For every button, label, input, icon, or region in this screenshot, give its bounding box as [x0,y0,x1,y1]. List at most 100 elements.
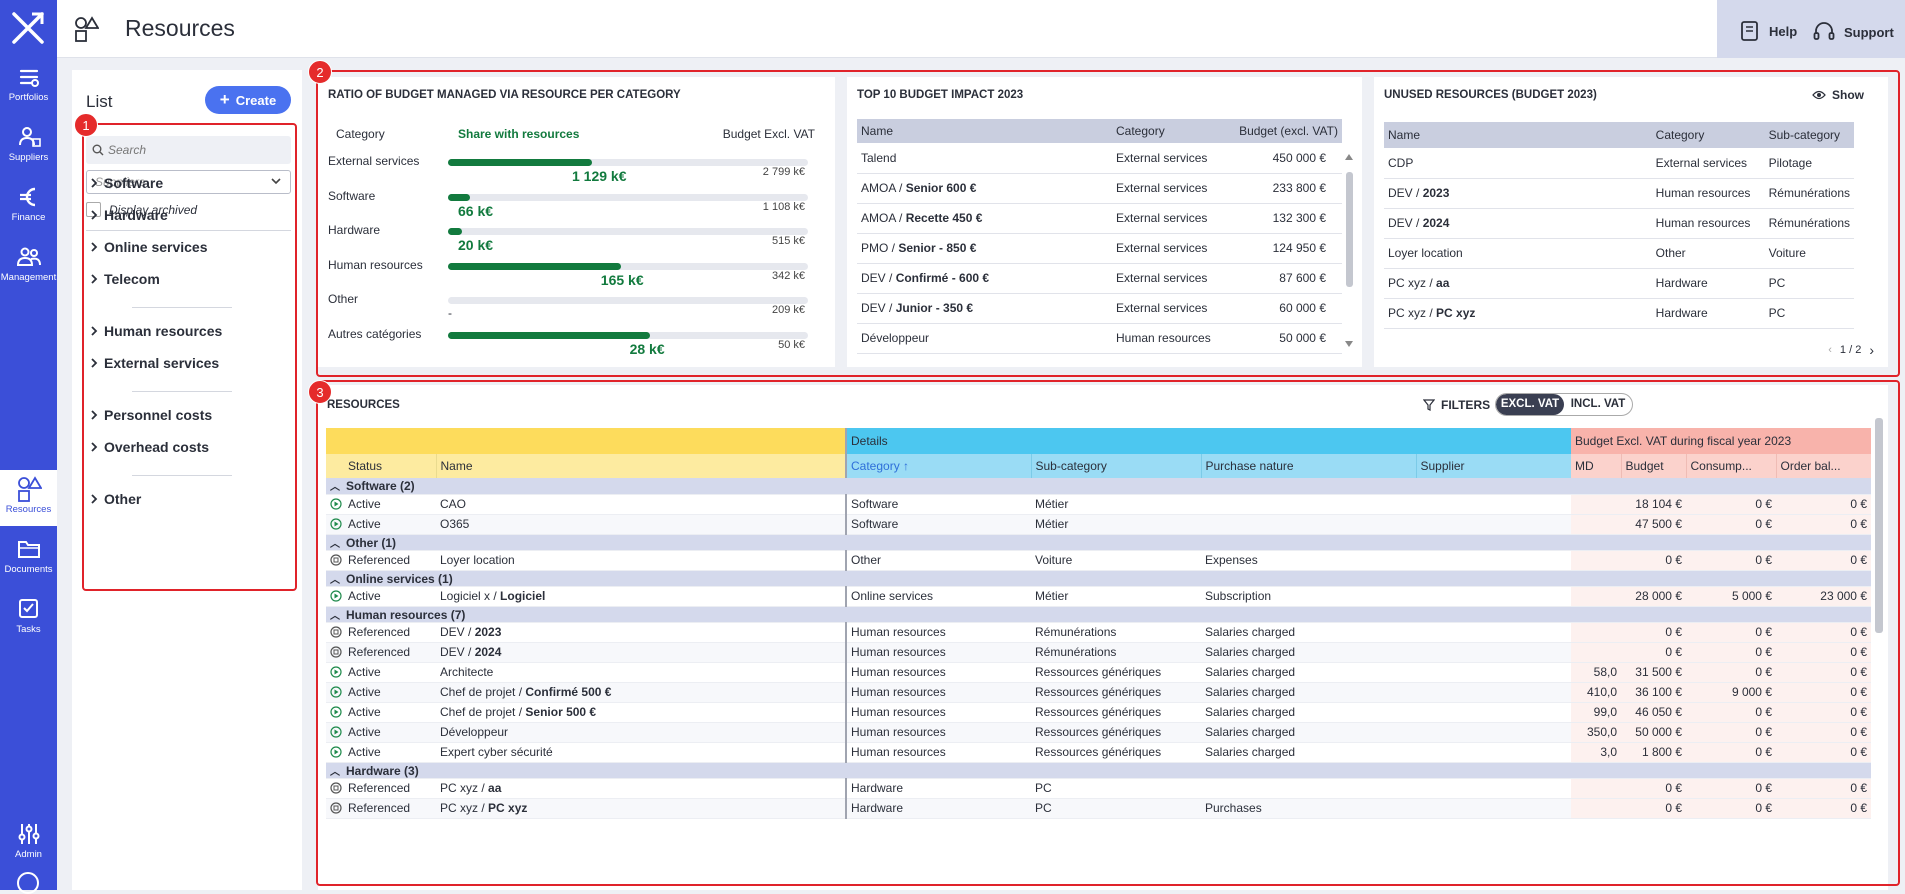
table-row[interactable]: Referenced PC xyz / aa Hardware PC 0 €0 €0 € [326,778,1871,799]
sidebar-item-management[interactable]: Management [0,238,57,294]
prev-page-icon[interactable]: ‹ [1828,344,1832,356]
group-row[interactable]: ︿ Human resources (7) [326,606,1871,623]
cell-subcategory: Métier [1031,586,1201,607]
unused-row[interactable]: DEV / 2024 Human resources Rémunérations [1384,208,1854,239]
table-row[interactable]: Active Chef de projet / Senior 500 € Human… [326,702,1871,723]
category-external-services[interactable]: External services [90,355,219,371]
col-order-balance[interactable]: Order bal... [1775,454,1871,478]
incl-vat-option[interactable]: INCL. VAT [1570,398,1626,410]
category-hardware[interactable]: Hardware [90,207,168,223]
table-row[interactable]: Active Développeur Human resources Ressourc… [326,722,1871,743]
vat-toggle[interactable]: EXCL. VAT INCL. VAT [1495,393,1633,416]
ratio-row: Software 66 k€ 1 108 k€ [328,187,808,221]
filters-button[interactable]: FILTERS [1423,398,1490,412]
name-bold-text: aa [488,781,502,795]
top10-row[interactable]: PMO / Senior - 850 € External services 124… [857,233,1342,264]
col-name[interactable]: Name [435,454,846,478]
name-text: Chef de projet / [440,685,526,699]
category-human-resources[interactable]: Human resources [90,323,222,339]
top10-row[interactable]: DEV / Confirmé - 600 € External services 8… [857,263,1342,294]
chevron-up-icon[interactable]: ︿ [330,574,340,586]
resources-scrollbar[interactable] [1875,418,1883,633]
cell-purchase-nature [1201,494,1416,515]
top10-row[interactable]: AMOA / Recette 450 € External services 132… [857,203,1342,234]
chevron-up-icon[interactable]: ︿ [330,538,340,550]
category-overhead-costs[interactable]: Overhead costs [90,439,209,455]
col-purchase-nature[interactable]: Purchase nature [1200,454,1416,478]
sidebar-item-resources[interactable]: Resources [0,470,57,526]
sidebar-item-tasks[interactable]: Tasks [0,590,57,646]
col-budget[interactable]: Budget [1620,454,1686,478]
sidebar-item-documents[interactable]: Documents [0,530,57,586]
chevron-up-icon[interactable]: ︿ [330,482,340,494]
group-row[interactable]: ︿ Online services (1) [326,570,1871,587]
col-supplier[interactable]: Supplier [1415,454,1571,478]
chevron-up-icon[interactable]: ︿ [330,610,340,622]
top10-row[interactable]: Talend External services 450 000 € [857,143,1342,174]
category-other[interactable]: Other [90,491,141,507]
group-row[interactable]: ︿ Software (2) [326,478,1871,495]
category-software[interactable]: Software [90,175,163,191]
search-placeholder: Search [108,143,147,157]
col-subcategory[interactable]: Sub-category [1030,454,1201,478]
category-online-services[interactable]: Online services [90,239,208,255]
sidebar-item-suppliers[interactable]: Suppliers [0,118,57,174]
scroll-down-icon[interactable] [1344,339,1354,349]
group-row[interactable]: ︿ Other (1) [326,534,1871,551]
status: Active [330,517,432,531]
top10-cell-category: External services [1112,293,1232,324]
top10-row[interactable]: Développeur Human resources 50 000 € [857,323,1342,354]
top10-scrollbar[interactable] [1346,172,1353,287]
avatar-icon[interactable] [17,872,39,894]
ratio-col-share: Share with resources [458,127,580,141]
scroll-up-icon[interactable] [1344,152,1354,162]
support-button[interactable]: Support [1812,20,1894,44]
cell-md: 350,0 [1571,722,1621,743]
create-button[interactable]: + Create [205,86,291,114]
suppliers-select[interactable]: Suppliers [86,170,291,194]
top10-row[interactable]: AMOA / Senior 600 € External services 233 … [857,173,1342,204]
table-row[interactable]: Active Chef de projet / Confirmé 500 € Hum… [326,682,1871,703]
col-category[interactable]: Category ↑ [845,454,1031,478]
sort-asc-icon[interactable]: ↑ [903,459,910,473]
excl-vat-option[interactable]: EXCL. VAT [1496,394,1564,415]
help-button[interactable]: Help [1739,20,1797,42]
unused-row[interactable]: PC xyz / aa Hardware PC [1384,268,1854,299]
top10-row[interactable]: DEV / Junior - 350 € External services 60 … [857,293,1342,324]
col-consumption[interactable]: Consump... [1685,454,1776,478]
status-label: Active [348,705,381,719]
cell-consumption: 9 000 € [1686,682,1776,703]
sidebar-item-portfolios[interactable]: Portfolios [0,58,57,114]
unused-row[interactable]: Loyer location Other Voiture [1384,238,1854,269]
table-row[interactable]: Active O365 Software Métier 47 500 €0 €0 € [326,514,1871,535]
next-page-icon[interactable]: › [1869,342,1874,358]
col-status[interactable]: Status [326,454,436,478]
app-logo-icon[interactable] [10,10,46,46]
sidebar-item-finance[interactable]: Finance [0,178,57,234]
table-row[interactable]: Active CAO Software Métier 18 104 €0 €0 € [326,494,1871,515]
table-row[interactable]: Active Expert cyber sécurité Human resourc… [326,742,1871,763]
unused-row[interactable]: PC xyz / PC xyz Hardware PC [1384,298,1854,329]
table-row[interactable]: Referenced DEV / 2024 Human resources Rémun… [326,642,1871,663]
unused-row[interactable]: DEV / 2023 Human resources Rémunérations [1384,178,1854,209]
display-archived-checkbox[interactable]: Display archived [86,202,197,217]
search-input[interactable]: Search [86,136,291,164]
category-personnel-costs[interactable]: Personnel costs [90,407,212,423]
col-md[interactable]: MD [1571,454,1621,478]
chevron-up-icon[interactable]: ︿ [330,766,340,778]
sidebar-item-admin[interactable]: Admin [0,815,57,871]
group-row[interactable]: ︿ Hardware (3) [326,762,1871,779]
category-telecom[interactable]: Telecom [90,271,160,287]
show-button[interactable]: Show [1812,88,1864,102]
name-bold-text: 2024 [474,645,502,659]
unused-row[interactable]: CDP External services Pilotage [1384,148,1854,179]
table-row[interactable]: Referenced DEV / 2023 Human resources Rémun… [326,622,1871,643]
table-row[interactable]: Active Logiciel x / Logiciel Online servic… [326,586,1871,607]
top10-cell-name: Talend [857,143,1112,174]
table-row[interactable]: Active Architecte Human resources Ressource… [326,662,1871,683]
cell-budget: 31 500 € [1621,662,1686,683]
table-row[interactable]: Referenced PC xyz / PC xyz Hardware PC Purch… [326,798,1871,819]
status: Active [330,725,432,739]
table-row[interactable]: Referenced Loyer location Other Voiture Expe… [326,550,1871,571]
status-referenced-icon [330,646,342,658]
